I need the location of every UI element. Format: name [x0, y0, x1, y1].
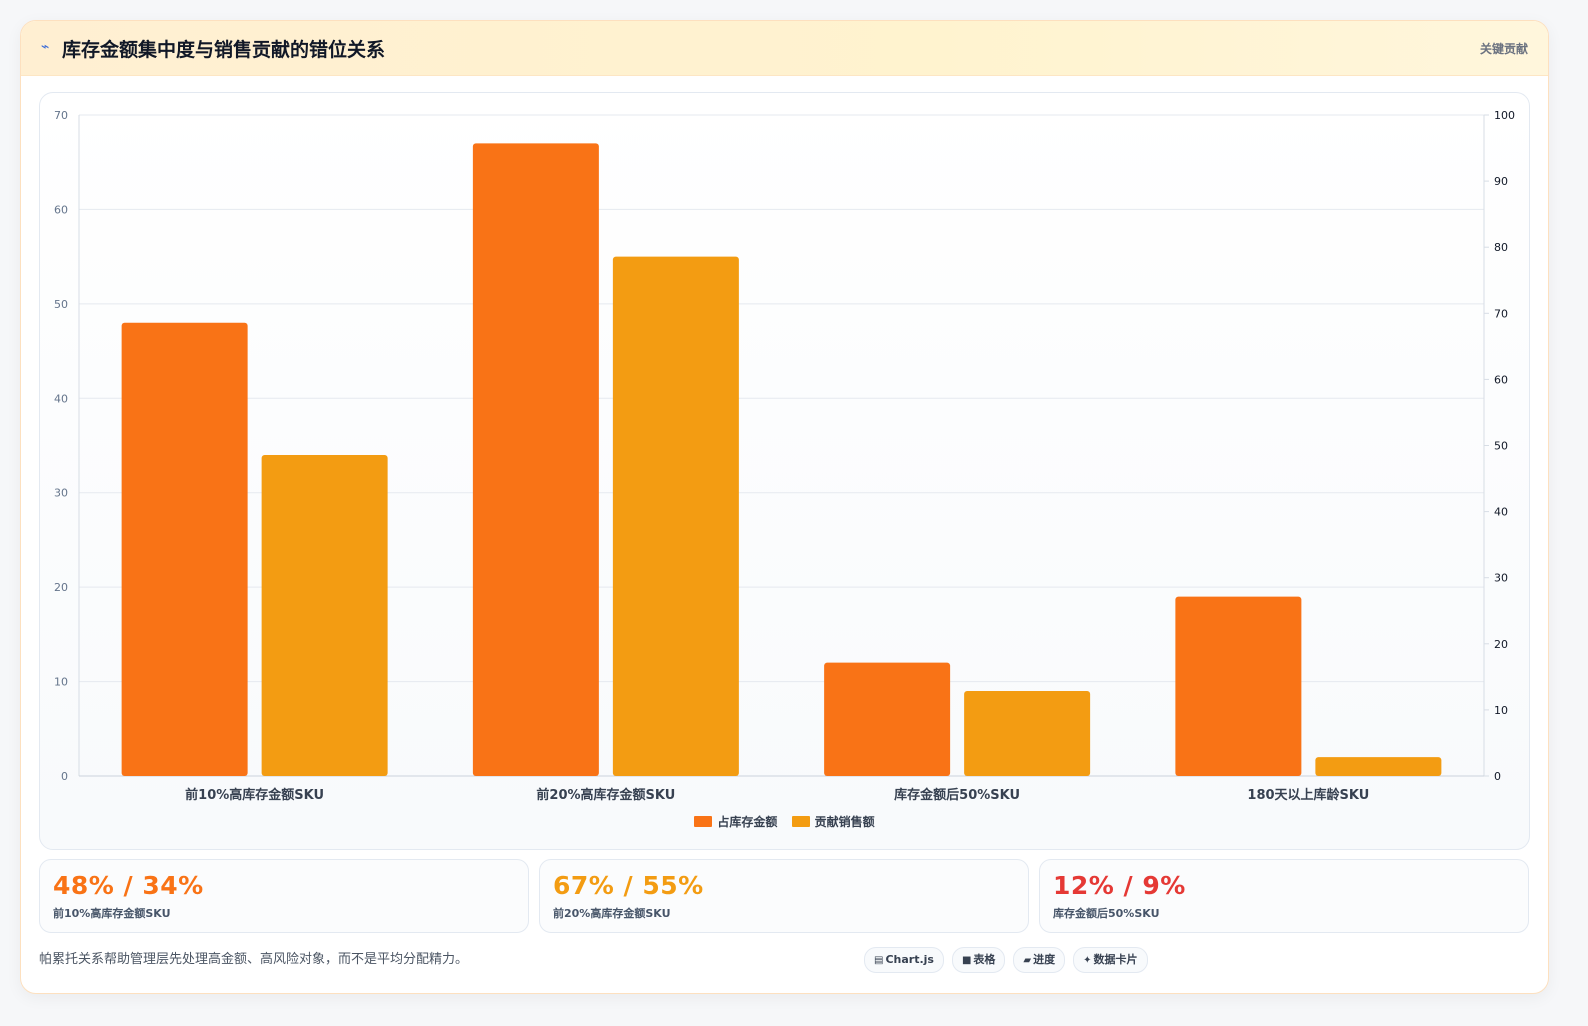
y2-tick-label: 90	[1494, 175, 1508, 188]
pill-label: Chart.js	[885, 953, 934, 966]
bar-inventory	[472, 143, 599, 777]
y2-tick-label: 50	[1494, 440, 1508, 453]
y2-tick-label: 40	[1494, 506, 1508, 519]
y-tick-label: 50	[54, 298, 68, 311]
x-tick-label: 180天以上库龄SKU	[1247, 787, 1369, 803]
stat-value: 67% / 55%	[553, 871, 704, 900]
footnote: 帕累托关系帮助管理层先处理高金额、高风险对象，而不是平均分配精力。	[39, 952, 469, 967]
feature-pills: ▤ Chart.js ■ 表格 ▰ 进度 ✦ 数据卡片	[864, 947, 1156, 975]
chart-card: ⌁ 库存金额集中度与销售贡献的错位关系 关键贡献 0 10 20 30 40 50 60 70…	[20, 20, 1549, 994]
pill-data-card[interactable]: ✦ 数据卡片	[1073, 947, 1148, 973]
y-tick-label: 30	[54, 487, 68, 500]
legend-swatch	[791, 816, 810, 827]
legend-item-sales[interactable]: 贡献销售额	[791, 813, 875, 830]
stat-card-top20: 67% / 55% 前20%高库存金额SKU	[539, 859, 1029, 933]
card-header: ⌁ 库存金额集中度与销售贡献的错位关系 关键贡献	[21, 21, 1548, 76]
table-icon: ■	[961, 955, 972, 966]
stat-label: 库存金额后50%SKU	[1053, 907, 1160, 920]
legend-item-inventory[interactable]: 占库存金额	[694, 813, 777, 830]
legend-label: 占库存金额	[717, 815, 778, 829]
stat-label: 前10%高库存金额SKU	[53, 907, 171, 920]
y-tick-label: 70	[54, 109, 68, 122]
stat-value: 48% / 34%	[53, 871, 204, 900]
x-tick-label: 库存金额后50%SKU	[894, 787, 1020, 803]
sparkle-icon: ✦	[1083, 955, 1092, 966]
x-tick-label: 前10%高库存金额SKU	[185, 787, 324, 803]
bar-inventory	[121, 322, 248, 776]
stat-card-top10: 48% / 34% 前10%高库存金额SKU	[39, 859, 529, 933]
bar-sales	[964, 691, 1091, 776]
bar-sales	[612, 256, 739, 777]
y2-tick-label: 0	[1494, 770, 1501, 783]
y-tick-label: 40	[54, 392, 68, 405]
lightning-icon: ⌁	[41, 39, 50, 55]
y-tick-label: 20	[54, 581, 68, 594]
bar-inventory	[824, 662, 951, 776]
chart-container: 0 10 20 30 40 50 60 70 0 10 20 30 40 50 60 70 80 90 100 前10…	[39, 92, 1530, 850]
stat-value: 12% / 9%	[1053, 871, 1186, 900]
pill-label: 数据卡片	[1093, 953, 1138, 966]
y-tick-label: 60	[54, 203, 68, 216]
page-title: 库存金额集中度与销售贡献的错位关系	[62, 39, 386, 61]
pill-table[interactable]: ■ 表格	[951, 947, 1006, 973]
x-tick-label: 前20%高库存金额SKU	[536, 787, 675, 803]
y-tick-label: 10	[54, 676, 68, 689]
bar-inventory	[1175, 596, 1302, 776]
y2-tick-label: 20	[1494, 638, 1508, 651]
stat-label: 前20%高库存金额SKU	[553, 907, 671, 920]
y2-tick-label: 80	[1494, 241, 1508, 254]
y2-tick-label: 60	[1494, 373, 1508, 386]
y2-tick-label: 30	[1494, 572, 1508, 585]
y2-tick-label: 70	[1494, 307, 1508, 320]
progress-icon: ▰	[1023, 955, 1032, 966]
chart-icon: ▤	[874, 955, 884, 966]
pill-label: 表格	[973, 953, 996, 966]
stat-card-bottom50: 12% / 9% 库存金额后50%SKU	[1039, 859, 1529, 933]
pill-progress[interactable]: ▰ 进度	[1013, 947, 1066, 973]
chart-legend: 占库存金额 贡献销售额	[40, 813, 1529, 830]
legend-swatch	[694, 816, 713, 827]
header-tag: 关键贡献	[1479, 42, 1528, 56]
pill-label: 进度	[1033, 953, 1056, 966]
pill-chartjs[interactable]: ▤ Chart.js	[864, 947, 944, 973]
legend-label: 贡献销售额	[814, 815, 875, 829]
y2-tick-label: 10	[1494, 704, 1508, 717]
y-tick-label: 0	[61, 770, 68, 783]
bar-sales	[1315, 757, 1442, 776]
bar-sales	[261, 454, 388, 776]
y2-tick-label: 100	[1494, 109, 1515, 122]
bar-chart: 0 10 20 30 40 50 60 70 0 10 20 30 40 50 60 70 80 90 100 前10…	[54, 109, 1515, 803]
